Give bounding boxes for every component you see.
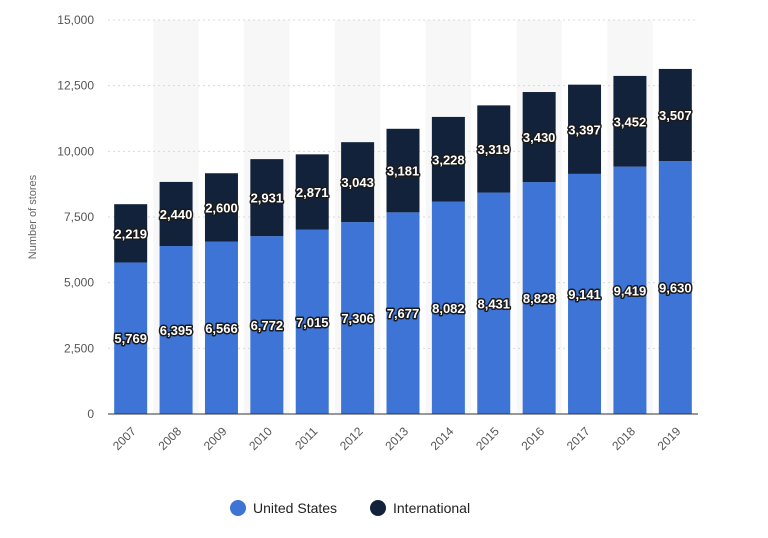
legend-marker — [230, 500, 246, 516]
bar-international[interactable] — [341, 142, 375, 223]
x-tick-label: 2018 — [609, 424, 638, 453]
data-label-international: 2,931 — [251, 191, 284, 206]
legend-label: United States — [253, 500, 337, 516]
x-tick-label: 2010 — [246, 424, 275, 453]
data-label-international: 2,871 — [296, 185, 329, 200]
bar-united-states[interactable] — [204, 241, 238, 414]
bar-united-states[interactable] — [114, 262, 148, 414]
data-label-international: 3,181 — [387, 164, 420, 179]
y-tick-label: 7,500 — [64, 210, 94, 224]
bar-united-states[interactable] — [295, 229, 329, 414]
legend-item-international[interactable]: International — [370, 500, 470, 516]
bar-united-states[interactable] — [250, 236, 284, 414]
bar-international[interactable] — [658, 68, 692, 162]
bar-united-states[interactable] — [658, 161, 692, 414]
data-label-united-states: 6,395 — [160, 323, 193, 338]
data-label-international: 3,228 — [432, 152, 465, 167]
bar-international[interactable] — [159, 181, 193, 247]
x-axis-ticks: 2007 2008 2009 2010 2011 2012 2013 2014 2015 2016… — [110, 424, 684, 453]
x-tick-label: 2007 — [110, 424, 139, 453]
data-label-international: 3,319 — [477, 142, 510, 157]
x-tick-label: 2019 — [655, 424, 684, 453]
data-label-international: 2,440 — [160, 207, 193, 222]
bar-united-states[interactable] — [386, 212, 420, 414]
y-axis-title: Number of stores — [27, 174, 39, 259]
data-label-international: 2,600 — [205, 200, 238, 215]
bar-united-states[interactable] — [341, 222, 375, 414]
bar-international[interactable] — [386, 128, 420, 213]
bar-international[interactable] — [250, 159, 284, 237]
x-tick-label: 2012 — [337, 424, 366, 453]
data-label-united-states: 5,769 — [114, 331, 147, 346]
y-tick-label: 5,000 — [64, 276, 94, 290]
legend[interactable]: United States International — [230, 500, 470, 516]
bar-united-states[interactable] — [568, 173, 602, 414]
x-tick-label: 2015 — [473, 424, 502, 453]
y-tick-label: 0 — [87, 407, 94, 421]
data-label-international: 3,452 — [614, 114, 647, 129]
bar-international[interactable] — [613, 75, 647, 167]
bar-international[interactable] — [295, 154, 329, 230]
data-labels: 5,769 2,219 6,395 2,440 6,566 2,600 6,772 2,931… — [113, 106, 693, 347]
y-tick-label: 2,500 — [64, 341, 94, 355]
data-label-international: 2,219 — [114, 226, 147, 241]
data-label-united-states: 7,015 — [296, 315, 329, 330]
bar-united-states[interactable] — [159, 246, 193, 414]
bar-international[interactable] — [568, 84, 602, 174]
data-label-united-states: 8,431 — [477, 296, 510, 311]
bar-united-states[interactable] — [431, 201, 465, 414]
data-label-united-states: 9,141 — [568, 287, 601, 302]
y-tick-label: 10,000 — [57, 144, 94, 158]
bar-international[interactable] — [431, 116, 465, 202]
bar-international[interactable] — [477, 105, 511, 193]
x-tick-label: 2011 — [292, 424, 320, 452]
data-label-united-states: 7,677 — [387, 306, 420, 321]
bar-international[interactable] — [114, 204, 148, 263]
data-label-united-states: 9,419 — [614, 283, 647, 298]
bar-international[interactable] — [522, 92, 556, 183]
x-tick-label: 2017 — [564, 424, 593, 453]
x-tick-label: 2008 — [155, 424, 184, 453]
bars — [114, 68, 692, 414]
bar-united-states[interactable] — [613, 166, 647, 414]
data-label-united-states: 6,566 — [205, 321, 238, 336]
x-tick-label: 2014 — [428, 424, 457, 453]
data-label-international: 3,397 — [568, 122, 601, 137]
y-tick-label: 12,500 — [57, 79, 94, 93]
legend-label: International — [393, 500, 470, 516]
y-axis-ticks: 0 2,500 5,000 7,500 10,000 12,500 15,000 — [57, 13, 94, 421]
data-label-international: 3,430 — [523, 130, 556, 145]
data-label-united-states: 8,082 — [432, 301, 465, 316]
data-label-united-states: 8,828 — [523, 291, 556, 306]
bar-united-states[interactable] — [522, 182, 556, 414]
data-label-united-states: 7,306 — [341, 311, 374, 326]
legend-marker — [370, 500, 386, 516]
data-label-united-states: 6,772 — [251, 318, 284, 333]
bar-united-states[interactable] — [477, 192, 511, 414]
data-label-united-states: 9,630 — [659, 281, 692, 296]
legend-item-united-states[interactable]: United States — [230, 500, 337, 516]
x-tick-label: 2009 — [201, 424, 230, 453]
x-tick-label: 2013 — [382, 424, 411, 453]
y-tick-label: 15,000 — [57, 13, 94, 27]
data-label-international: 3,507 — [659, 108, 692, 123]
bar-international[interactable] — [204, 173, 238, 242]
data-label-international: 3,043 — [341, 175, 374, 190]
x-tick-label: 2016 — [518, 424, 547, 453]
